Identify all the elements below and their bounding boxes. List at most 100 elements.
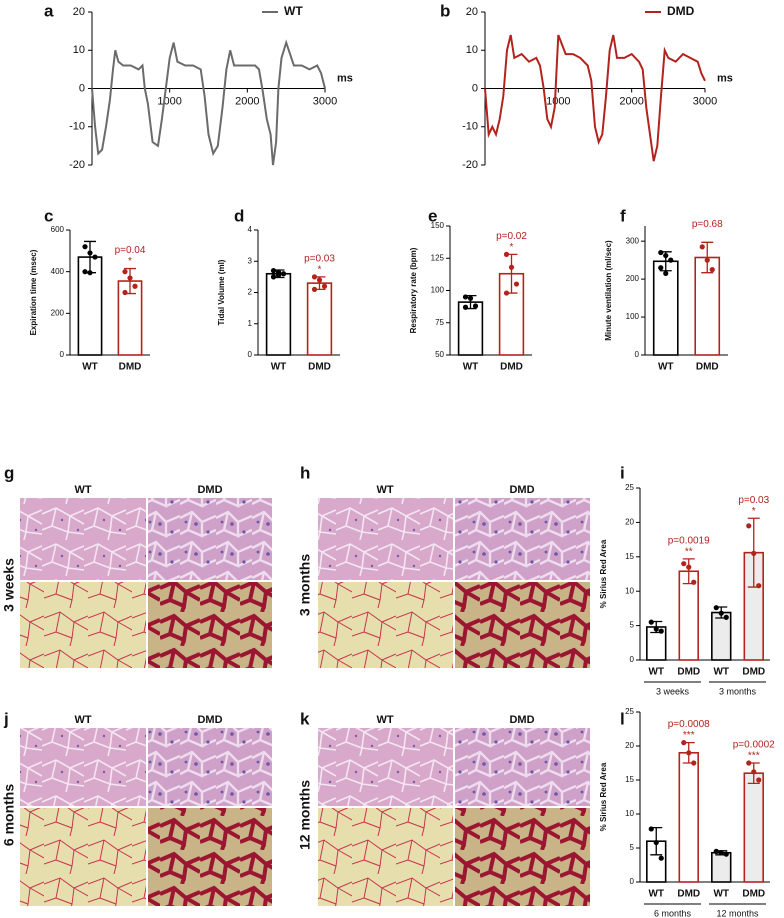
data-point [311,286,318,292]
bar [652,260,679,356]
x-tick-label: WT [713,667,729,678]
data-point [658,249,664,256]
p-value: p=0.0002 [733,740,775,751]
data-point [704,257,710,263]
y-axis-label: Minute ventilation (ml/sec) [604,240,613,341]
y-tick-label: 4 [248,225,253,234]
y-tick-label: 150 [431,221,445,230]
data-point [756,777,762,783]
significance: * [752,506,756,517]
y-tick-label: -20 [462,159,478,171]
y-axis-label: % Sirius Red Area [599,539,608,608]
data-point [122,269,128,275]
y-tick-label: 100 [431,286,445,295]
micrograph-panel: g WT DMD 3 weeks [1,463,272,668]
x-tick-label: 1000 [546,95,570,107]
group-label: 6 months [654,908,692,918]
error-bar [701,241,714,274]
micrograph-panel: j WT DMD 6 months [1,709,272,906]
data-point [691,579,697,585]
group-label: 12 months [716,908,759,918]
data-point [658,855,664,861]
column-label: WT [376,714,393,726]
legend-label: WT [284,4,303,18]
column-label: DMD [509,714,534,726]
data-point [270,268,277,274]
data-point [87,250,93,256]
data-point [691,760,697,766]
data-point [713,848,719,855]
y-axis-label: Respiratory rate (bpm) [409,247,418,333]
y-tick-label: -10 [462,121,478,133]
data-point [321,283,328,289]
bar [711,851,732,883]
y-tick-label: 200 [51,308,65,317]
y-tick-label: 300 [626,236,640,245]
data-point [316,277,323,283]
micrograph [148,728,272,806]
data-point [653,839,659,846]
data-point [668,257,674,263]
data-point [699,244,705,250]
y-tick-label: 600 [51,225,65,234]
x-tick-label: WT [648,889,664,900]
p-value: p=0.03 [738,495,769,506]
data-point [681,561,687,567]
y-axis-label: Tidal Volume (ml) [217,259,226,325]
y-tick-label: 5 [630,621,635,630]
data-point [87,270,93,276]
data-point [653,626,659,632]
data-point [718,850,724,856]
p-value: p=0.0008 [668,719,710,730]
row-label: 3 weeks [1,558,17,612]
data-point [663,270,669,277]
panel-letter: e [428,206,437,225]
micrograph [318,498,453,580]
micrograph [148,808,272,906]
data-point [270,274,277,280]
row-label: 12 months [297,780,313,850]
data-point [311,274,318,280]
panel-letter: c [44,206,53,225]
column-label: DMD [197,484,222,496]
panel-letter: l [620,709,625,728]
micrograph [455,498,590,580]
significance: ** [685,547,693,558]
y-axis-label: % Sirius Red Area [599,762,608,831]
column-label: WT [74,714,91,726]
data-point [280,271,287,277]
data-point [122,289,128,296]
bar [743,772,764,883]
x-tick-label: WT [271,362,287,373]
y-tick-label: 20 [625,741,634,750]
y-tick-label: 20 [625,518,634,527]
data-point [132,283,138,289]
x-tick-label: WT [658,362,674,373]
x-axis-label: ms [337,72,353,84]
panel-letter: i [620,463,625,482]
group-label: 3 months [719,686,757,696]
significance: *** [748,751,760,762]
y-tick-label: 3 [248,256,253,265]
panel-letter: d [234,206,244,225]
data-point [472,303,479,309]
data-point [713,605,719,611]
y-tick-label: 0 [630,655,635,664]
x-tick-label: WT [713,889,729,900]
data-point [82,269,88,275]
y-tick-label: 1 [248,319,253,328]
x-tick-label: DMD [742,667,765,678]
data-point [658,265,664,271]
x-tick-label: DMD [742,889,765,900]
data-point [718,610,724,616]
x-tick-label: DMD [119,362,142,373]
row-label: 3 months [297,554,313,616]
bar [711,611,732,661]
x-tick-label: 3000 [693,95,717,107]
x-tick-label: 3000 [313,95,337,107]
x-tick-label: DMD [677,889,700,900]
y-tick-label: 20 [466,6,478,18]
group-label: 3 weeks [656,686,690,696]
data-point [746,523,752,529]
panel-letter: a [44,1,54,20]
